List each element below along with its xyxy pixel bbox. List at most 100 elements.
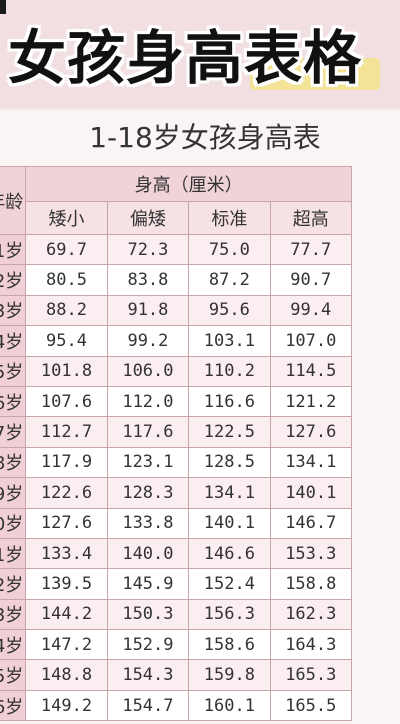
- age-cell: 12岁: [0, 568, 27, 600]
- height-cell: 110.2: [188, 355, 271, 387]
- height-cell: 164.3: [269, 629, 353, 661]
- height-cell: 122.5: [188, 416, 271, 448]
- height-cell: 103.1: [188, 325, 271, 357]
- height-cell: 146.6: [188, 537, 271, 570]
- height-cell: 99.2: [106, 325, 190, 357]
- height-cell: 134.1: [269, 446, 353, 479]
- height-cell: 101.8: [25, 355, 108, 387]
- height-cell: 145.9: [106, 568, 190, 600]
- height-cell: 116.6: [188, 385, 271, 418]
- age-cell: 3岁: [0, 294, 27, 327]
- height-table: 年龄 身高（厘米） 矮小 偏矮 标准 超高 1岁69.772.375.077.7…: [0, 166, 353, 722]
- age-cell: 6岁: [0, 385, 27, 418]
- height-cell: 114.5: [269, 355, 353, 387]
- column-header: 矮小: [25, 201, 108, 235]
- height-cell: 134.1: [188, 477, 271, 509]
- height-cell: 99.4: [269, 294, 353, 327]
- age-column-header: 年龄: [0, 166, 27, 235]
- height-cell: 112.7: [25, 416, 108, 448]
- height-cell: 117.6: [106, 416, 190, 448]
- table-row: 3岁88.291.895.699.4: [0, 294, 353, 327]
- age-cell: 5岁: [0, 355, 27, 387]
- height-cell: 147.2: [25, 629, 108, 661]
- height-cell: 154.3: [106, 659, 190, 691]
- height-cell: 127.6: [269, 416, 353, 448]
- age-cell: 13岁: [0, 598, 27, 631]
- height-cell: 69.7: [25, 233, 108, 266]
- height-cell: 158.8: [269, 568, 353, 600]
- title-banner: 女孩身高表格: [0, 0, 400, 108]
- height-cell: 80.5: [25, 264, 108, 296]
- height-cell: 140.1: [188, 507, 271, 539]
- column-header: 偏矮: [106, 201, 190, 235]
- height-cell: 90.7: [269, 264, 353, 296]
- height-group-header: 身高（厘米）: [25, 166, 352, 202]
- age-cell: 15岁: [0, 659, 27, 691]
- height-cell: 72.3: [106, 233, 190, 266]
- height-cell: 121.2: [269, 385, 353, 418]
- height-cell: 117.9: [25, 446, 108, 479]
- table-body: 1岁69.772.375.077.72岁80.583.887.290.73岁88…: [0, 233, 353, 722]
- age-cell: 7岁: [0, 416, 27, 448]
- column-header: 标准: [188, 201, 271, 235]
- height-table-card: 1-18岁女孩身高表 年龄 身高（厘米） 矮小 偏矮 标准 超高 1岁69.77…: [0, 110, 400, 724]
- height-cell: 123.1: [106, 446, 190, 479]
- table-row: 1岁69.772.375.077.7: [0, 233, 353, 266]
- height-cell: 122.6: [25, 477, 108, 509]
- height-cell: 106.0: [106, 355, 190, 387]
- height-cell: 140.0: [106, 537, 190, 570]
- height-cell: 128.3: [106, 477, 190, 509]
- height-cell: 140.1: [269, 477, 353, 509]
- height-cell: 95.6: [188, 294, 271, 327]
- height-cell: 133.8: [106, 507, 190, 539]
- age-cell: 8岁: [0, 446, 27, 479]
- age-cell: 4岁: [0, 325, 27, 357]
- height-cell: 112.0: [106, 385, 190, 418]
- height-cell: 150.3: [106, 598, 190, 631]
- height-cell: 159.8: [188, 659, 271, 691]
- height-cell: 156.3: [188, 598, 271, 631]
- height-cell: 88.2: [25, 294, 108, 327]
- height-cell: 139.5: [25, 568, 108, 600]
- height-cell: 77.7: [269, 233, 353, 266]
- height-cell: 148.8: [25, 659, 108, 691]
- height-cell: 128.5: [188, 446, 271, 479]
- height-cell: 146.7: [269, 507, 353, 539]
- column-header: 超高: [269, 201, 353, 235]
- height-cell: 160.1: [188, 689, 271, 722]
- age-cell: 14岁: [0, 629, 27, 661]
- age-cell: 1岁: [0, 233, 27, 266]
- height-cell: 165.3: [269, 659, 353, 691]
- height-cell: 83.8: [106, 264, 190, 296]
- height-cell: 127.6: [25, 507, 108, 539]
- corner-mark: [0, 0, 6, 14]
- height-cell: 152.4: [188, 568, 271, 600]
- age-cell: 16岁: [0, 689, 27, 722]
- height-cell: 162.3: [269, 598, 353, 631]
- height-cell: 133.4: [25, 537, 108, 570]
- age-cell: 9岁: [0, 477, 27, 509]
- height-cell: 75.0: [188, 233, 271, 266]
- height-cell: 149.2: [25, 689, 108, 722]
- height-cell: 158.6: [188, 629, 271, 661]
- age-cell: 2岁: [0, 264, 27, 296]
- highlighter-stroke: [250, 58, 380, 90]
- height-cell: 152.9: [106, 629, 190, 661]
- height-cell: 153.3: [269, 537, 353, 570]
- age-cell: 10岁: [0, 507, 27, 539]
- height-cell: 107.6: [25, 385, 108, 418]
- height-cell: 95.4: [25, 325, 108, 357]
